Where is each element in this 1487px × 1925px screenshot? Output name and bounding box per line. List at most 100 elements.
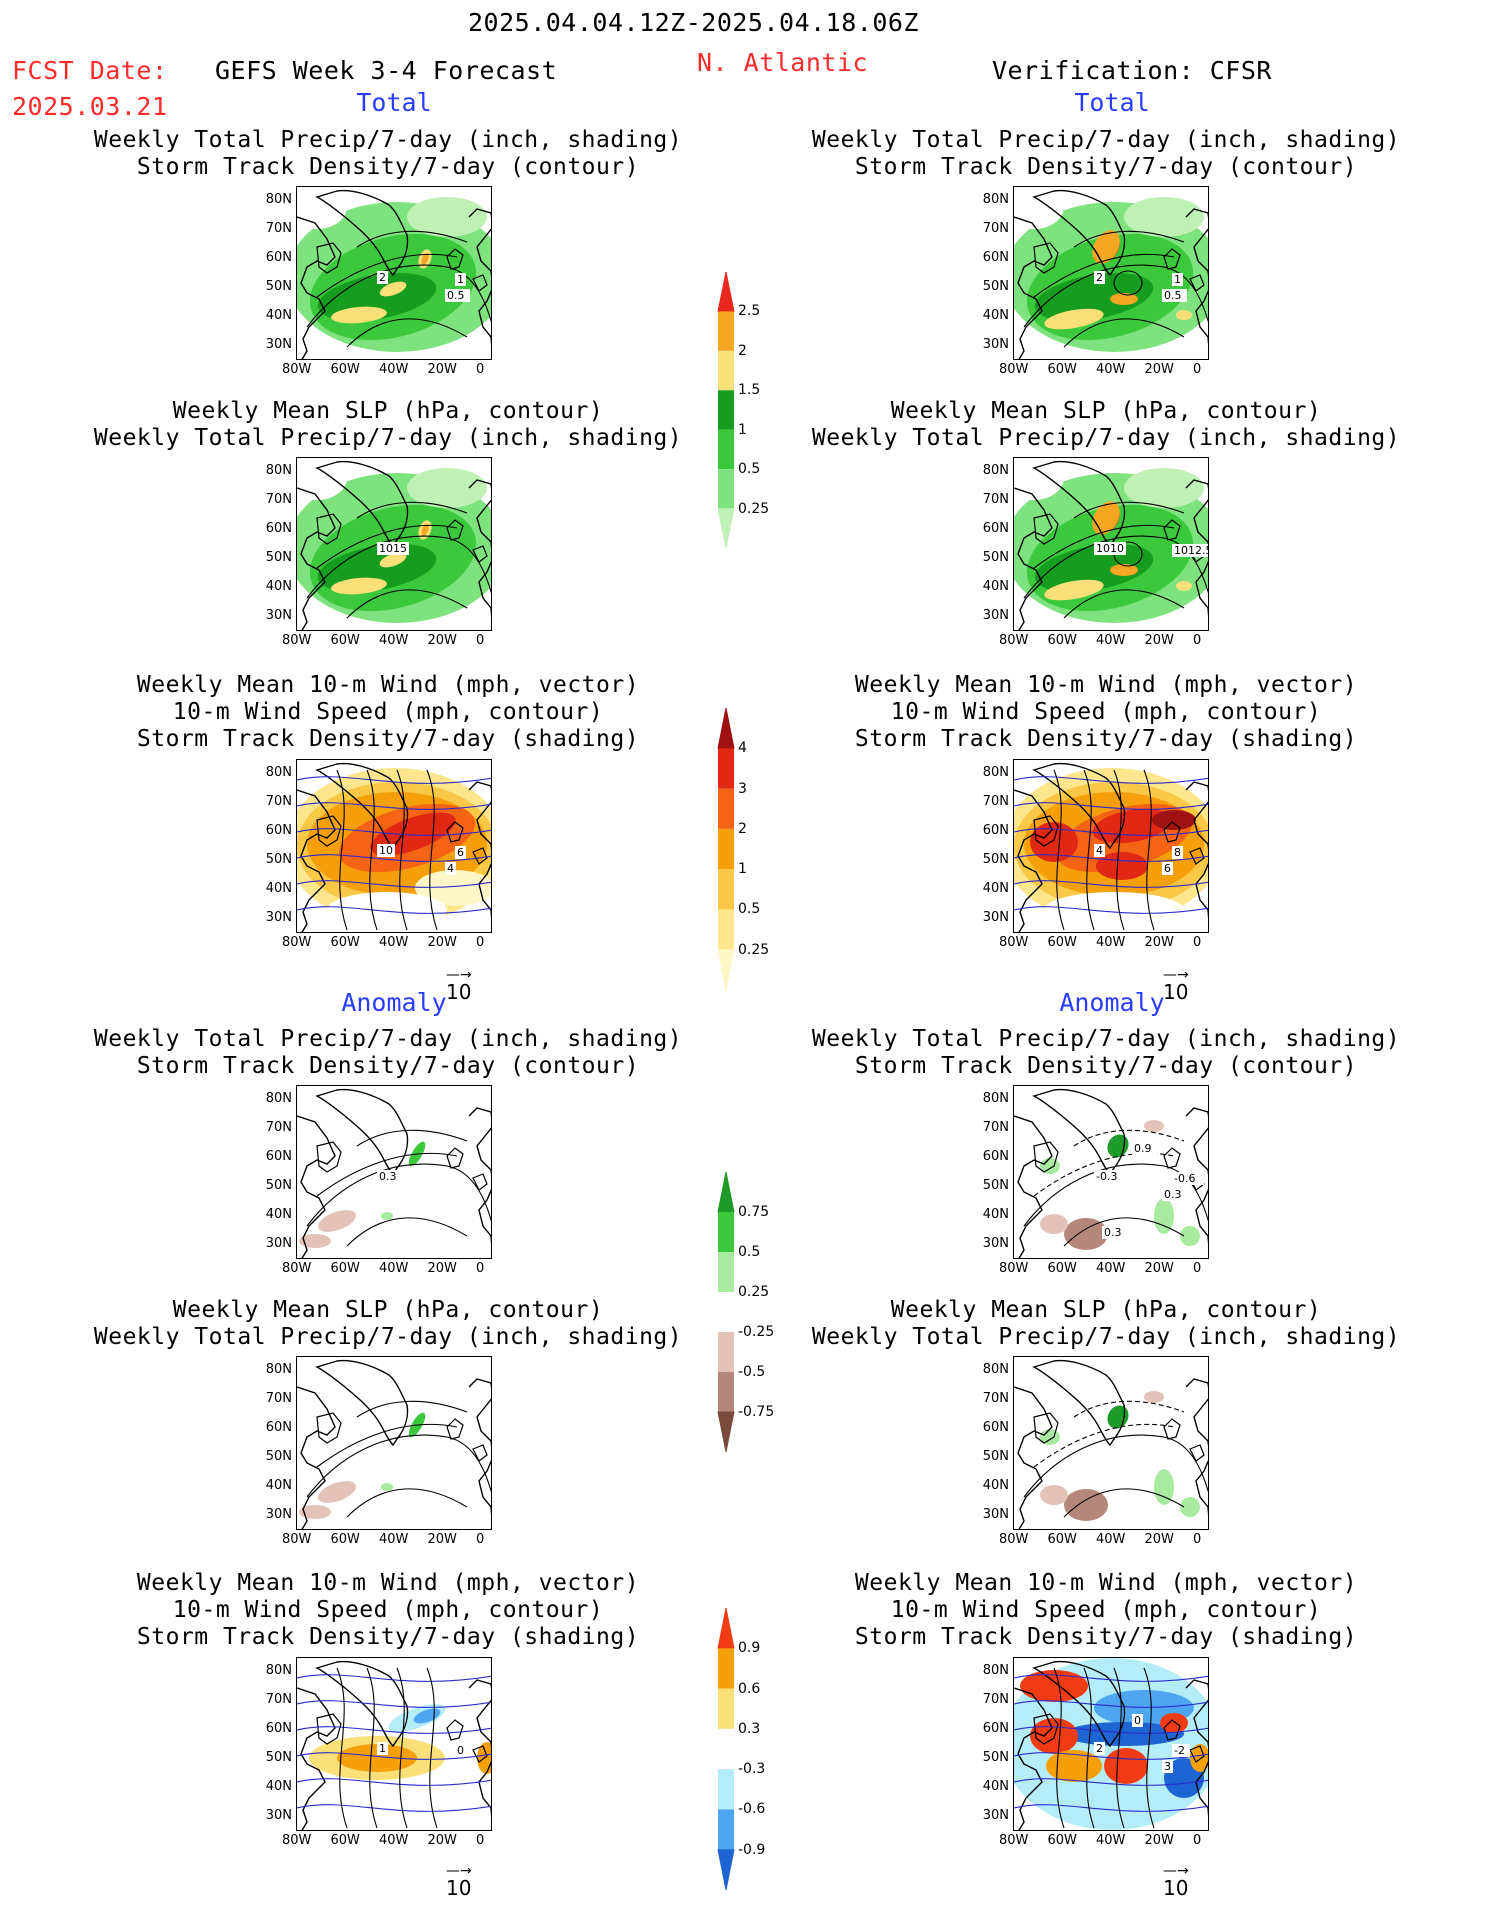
region-title: N. Atlantic [697, 48, 869, 77]
panel-title-line: Weekly Total Precip/7-day (inch, shading… [811, 127, 1401, 153]
lon-tick-label: 0 [1193, 362, 1202, 377]
lon-tick-label: 0 [1193, 633, 1202, 648]
colorbar-swatch [717, 1411, 735, 1453]
colorbar-swatch [718, 1292, 734, 1332]
lon-tick-label: 20W [427, 935, 457, 950]
panel-title-line: 10-m Wind Speed (mph, contour) [172, 699, 604, 725]
lat-tick-label: 80N [982, 1663, 1009, 1678]
colorbar-swatch [718, 748, 734, 789]
contour-line [1063, 1217, 1185, 1247]
shade-area [1152, 810, 1196, 830]
shade-area [1034, 272, 1154, 322]
colorbar [717, 271, 735, 549]
colorbar-label: 1.5 [738, 382, 761, 399]
panel-title-line: Storm Track Density/7-day (contour) [854, 154, 1358, 180]
colorbar-label: 1 [738, 421, 747, 438]
contour-line [1143, 1667, 1155, 1829]
panel-title-line: 10-m Wind Speed (mph, contour) [890, 699, 1322, 725]
colorbar-swatch [717, 508, 735, 549]
colorbar-swatch [718, 1252, 734, 1292]
contour-label: 1 [379, 1742, 386, 1755]
shade-area [1096, 852, 1148, 880]
lat-tick-label: 80N [265, 463, 292, 478]
panel-title: Weekly Mean SLP (hPa, contour) Weekly Tot… [766, 398, 1446, 452]
panel-title-line: Storm Track Density/7-day (contour) [136, 1053, 640, 1079]
lat-tick-label: 60N [982, 1420, 1009, 1435]
contour-label: 1 [1174, 273, 1181, 286]
lat-tick-label: 30N [982, 1236, 1009, 1251]
colorbar-label: 0.9 [738, 1640, 761, 1657]
contour-line [1063, 1488, 1185, 1518]
panel-title: Weekly Mean SLP (hPa, contour) Weekly Tot… [766, 1297, 1446, 1351]
colorbar-label: -0.5 [738, 1364, 766, 1380]
colorbar-label: -0.3 [738, 1761, 766, 1778]
shade-area [1144, 1120, 1164, 1132]
lon-tick-label: 0 [476, 362, 485, 377]
lon-tick-label: 20W [427, 1532, 457, 1547]
contour-label: -2 [1174, 1744, 1185, 1757]
lon-tick-label: 60W [1047, 1261, 1077, 1276]
panel-title-line: Weekly Total Precip/7-day (inch, shading… [811, 1026, 1401, 1052]
lon-tick-label: 60W [1047, 1833, 1077, 1848]
colorbar-label: -0.6 [738, 1801, 766, 1818]
lat-tick-label: 50N [265, 852, 292, 867]
colorbar [717, 707, 735, 991]
contour-line [1014, 802, 1208, 810]
contour-line [306, 1163, 491, 1227]
contour-line [1113, 270, 1143, 296]
shade-area [421, 524, 429, 536]
colorbar-swatch [718, 1809, 734, 1850]
lon-tick-label: 80W [282, 1833, 312, 1848]
lat-tick-label: 80N [265, 1362, 292, 1377]
colorbar-swatch [718, 1688, 734, 1729]
shade-area [1107, 1134, 1129, 1158]
contour-line [306, 264, 491, 328]
contour-line [297, 1778, 491, 1786]
lat-tick-label: 60N [982, 1721, 1009, 1736]
lat-tick-label: 80N [982, 1091, 1009, 1106]
shade-area [297, 458, 347, 500]
lat-tick-label: 70N [982, 221, 1009, 236]
colorbar-swatch [718, 1212, 734, 1252]
shade-area [1092, 230, 1120, 264]
lat-tick-label: 60N [265, 521, 292, 536]
shade-area [415, 870, 491, 906]
panel-title: Weekly Total Precip/7-day (inch, shading… [48, 127, 728, 181]
lon-tick-label: 0 [476, 1532, 485, 1547]
contour-label: 1012.5 [1174, 544, 1209, 557]
shade-area [407, 468, 487, 508]
lon-tick-label: 0 [476, 1261, 485, 1276]
panel-title-line: Weekly Total Precip/7-day (inch, shading… [93, 1026, 683, 1052]
contour-line [316, 1423, 458, 1468]
lat-tick-label: 30N [265, 910, 292, 925]
contour-line [426, 769, 438, 931]
lat-tick-label: 50N [982, 1178, 1009, 1193]
lat-tick-label: 50N [982, 550, 1009, 565]
contour-line [1073, 230, 1185, 248]
colorbar-swatch [718, 429, 734, 470]
contour-line [1014, 1674, 1208, 1682]
shade-area [1154, 1198, 1174, 1234]
lon-tick-label: 20W [1144, 1532, 1174, 1547]
lat-tick-label: 60N [982, 521, 1009, 536]
shade-area [1044, 892, 1184, 928]
contour-label: 4 [1096, 844, 1103, 857]
lon-tick-label: 0 [1193, 1261, 1202, 1276]
lon-tick-label: 40W [1096, 362, 1126, 377]
shade-area [1110, 564, 1138, 576]
lat-tick-label: 30N [982, 1507, 1009, 1522]
lat-tick-label: 70N [265, 794, 292, 809]
lon-tick-label: 80W [282, 1261, 312, 1276]
colorbar-label: 0.6 [738, 1680, 761, 1697]
panel-title: Weekly Mean 10-m Wind (mph, vector) 10-m … [48, 1570, 728, 1651]
shade-area [317, 1481, 357, 1503]
lat-tick-label: 50N [265, 279, 292, 294]
lon-tick-label: 60W [330, 1261, 360, 1276]
contour-line [297, 906, 491, 914]
colorbar-label: 2.5 [738, 303, 761, 320]
lat-tick-label: 40N [265, 308, 292, 323]
shade-area [1144, 1391, 1164, 1403]
contour-line [316, 524, 458, 569]
shade-area [381, 1483, 393, 1491]
